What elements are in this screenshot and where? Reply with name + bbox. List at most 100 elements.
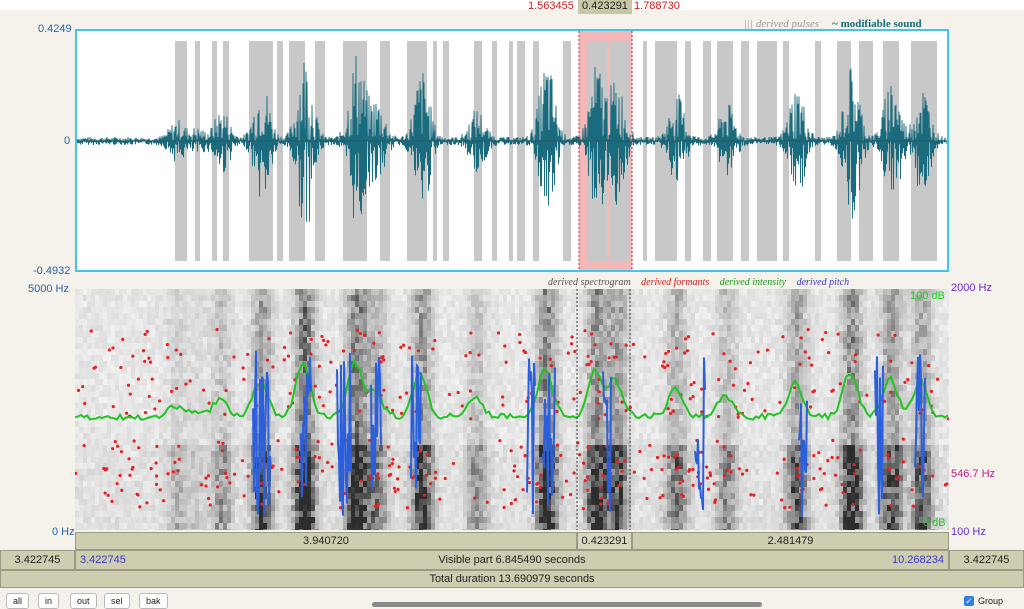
spectrogram-cell [351,505,355,511]
spectrogram-cell [295,427,299,433]
spectrogram-cell [395,319,399,325]
spectrogram-cell [231,505,235,511]
spectrogram-cell [523,361,527,367]
spectrogram-cell [259,361,263,367]
spectrogram-cell [439,385,443,391]
spectrogram-cell [187,493,191,499]
spectrogram-cell [539,367,543,373]
spectrogram-cell [115,445,119,451]
spectrogram-cell [143,355,147,361]
spectrogram-cell [147,427,151,433]
spectrogram-cell [199,517,203,523]
spectrogram-cell [471,427,475,433]
spectrogram-cell [131,331,135,337]
spectrogram-cell [359,433,363,439]
spectrogram-cell [211,493,215,499]
spectrogram-cell [87,439,91,445]
spectrogram-cell [463,487,467,493]
spectrogram-cell [451,385,455,391]
spectrogram-cell [419,487,423,493]
spectrogram-cell [363,319,367,325]
spectrogram-cell [515,517,519,523]
spectrogram-cell [99,367,103,373]
spectrogram-cell [503,319,507,325]
spectrogram-cell [359,487,363,493]
spectrogram-cell [519,427,523,433]
spectrogram-cell [347,523,351,529]
spectrogram-cell [171,343,175,349]
spectrogram-cell [531,343,535,349]
spectrogram-cell [291,451,295,457]
spectrogram-cell [215,373,219,379]
spectrogram-cell [467,415,471,421]
spectrogram-cell [259,343,263,349]
spectrogram-cell [103,505,107,511]
spectrogram-cell [239,505,243,511]
spectrogram-cell [111,439,115,445]
spectrogram-cell [127,361,131,367]
spectrogram-cell [251,325,255,331]
spectrogram-cell [199,373,203,379]
spectrogram-cell [539,319,543,325]
spectrogram-cell [215,427,219,433]
spectrogram-cell [283,445,287,451]
spectrogram-cell [223,331,227,337]
spectrogram-cell [83,451,87,457]
spectrogram-cell [135,289,139,295]
spectrogram-cell [495,385,499,391]
spectrogram-cell [367,331,371,337]
spectrogram-cell [539,301,543,307]
spectrogram-cell [327,325,331,331]
spectrogram-cell [339,295,343,301]
spectrogram-cell [107,307,111,313]
spectrogram-cell [303,295,307,301]
spectrogram-plot[interactable] [75,289,949,530]
spectrogram-cell [207,391,211,397]
spectrogram-cell [223,373,227,379]
spectrogram-cell [471,457,475,463]
spectrogram-cell [467,421,471,427]
spectrogram-cell [383,313,387,319]
spectrogram-cell [231,361,235,367]
spectrogram-cell [315,325,319,331]
spectrogram-cell [315,385,319,391]
spectrogram-cell [111,457,115,463]
spectrogram-cell [183,481,187,487]
spectrogram-cell [167,331,171,337]
spectrogram-cell [307,517,311,523]
spectrogram-cell [207,529,211,530]
spectrogram-cell [167,385,171,391]
spectrogram-cell [539,397,543,403]
spectrogram-cell [243,445,247,451]
spectrogram-cell [115,463,119,469]
spectrogram-cell [223,325,227,331]
spectrogram-cell [499,463,503,469]
spectrogram-cell [99,379,103,385]
spectrogram-cell [259,367,263,373]
spectrogram-cell [499,379,503,385]
spectrogram-cell [519,469,523,475]
spectrogram-cell [495,457,499,463]
spectrogram-cell [219,475,223,481]
spectrogram-cell [359,385,363,391]
spectrogram-cell [143,421,147,427]
spectrogram-cell [111,523,115,529]
spectrogram-cell [79,385,83,391]
spectrogram-cell [115,487,119,493]
spectrogram-cell [435,409,439,415]
spectrogram-cell [279,403,283,409]
spectrogram-cell [167,493,171,499]
spectrogram-cell [483,295,487,301]
spectrogram-cell [395,379,399,385]
spectrogram-cell [447,367,451,373]
spectrogram-cell [87,493,91,499]
spectrogram-cell [483,499,487,505]
spectrogram-cell [163,529,167,530]
spectrogram-cell [371,487,375,493]
spectrogram-cell [99,355,103,361]
waveform-plot[interactable] [77,31,947,270]
spectrogram-cell [151,403,155,409]
spectrogram-cell [515,379,519,385]
spectrogram-cell [303,391,307,397]
spectrogram-cell [291,313,295,319]
